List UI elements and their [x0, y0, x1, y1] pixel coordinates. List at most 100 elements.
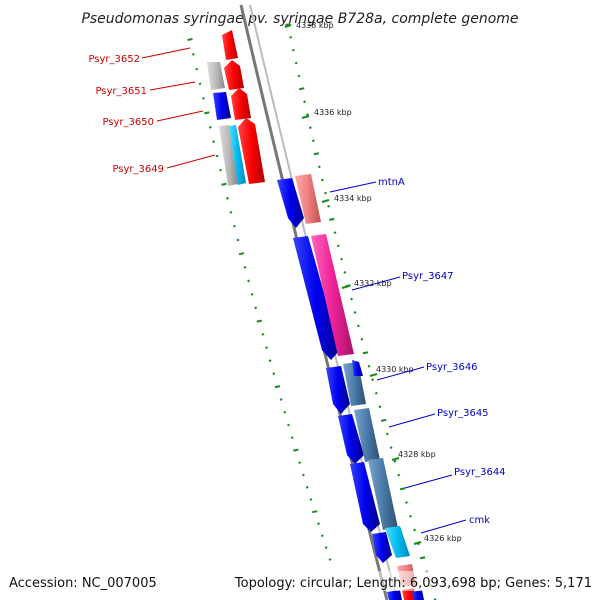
tick-label: 4328 kbp: [398, 450, 436, 459]
ring-dot: [393, 459, 397, 463]
gene-arrow-red[interactable]: [224, 60, 244, 90]
ring-dot: [221, 182, 227, 186]
ring-dot: [417, 542, 420, 546]
ring-dot: [397, 473, 401, 477]
gene-arrow-salmon[interactable]: [295, 174, 321, 224]
gene-arrow-blue[interactable]: [372, 532, 392, 563]
ring-dot: [198, 82, 202, 86]
ring-dot: [336, 244, 340, 248]
gene-arrow-grey[interactable]: [207, 62, 225, 90]
gene-arrow-cyan[interactable]: [385, 526, 410, 558]
ring-dot: [201, 96, 205, 100]
gene-arrow-steel[interactable]: [343, 362, 366, 406]
gene-label-psyr-3652[interactable]: Psyr_3652: [88, 54, 140, 65]
gene-label-mtna[interactable]: mtnA: [378, 177, 405, 188]
tick-label: 4336 kbp: [314, 108, 352, 117]
ring-dot: [317, 522, 320, 526]
ring-dot: [308, 126, 312, 130]
gene-arrow-red[interactable]: [238, 118, 265, 184]
footer-backdrop: [0, 571, 600, 591]
ring-dot: [293, 448, 299, 452]
ring-dot: [291, 48, 295, 52]
gene-arrow-blue[interactable]: [338, 414, 364, 464]
gene-arrow-blue[interactable]: [277, 178, 304, 228]
gene-arrow-blue[interactable]: [350, 462, 380, 532]
gene-label-psyr-3649[interactable]: Psyr_3649: [112, 164, 164, 175]
ring-dot: [204, 111, 210, 115]
ring-dot: [290, 436, 294, 440]
gene-arrow-grey[interactable]: [219, 125, 238, 186]
ring-dot: [399, 487, 406, 491]
ring-dot: [353, 311, 357, 314]
gene-arrow-blue[interactable]: [352, 360, 363, 376]
ring-dot: [294, 61, 298, 65]
ring-dot: [256, 319, 262, 323]
ring-dot: [229, 210, 233, 214]
ring-dot: [299, 87, 305, 91]
ring-dot: [301, 473, 305, 477]
gene-label-psyr-3646[interactable]: Psyr_3646: [426, 362, 478, 373]
ring-dot: [268, 359, 272, 363]
ring-dot: [367, 364, 371, 368]
ring-dot: [191, 52, 195, 56]
ring-dot: [333, 231, 337, 235]
ring-dot: [328, 558, 332, 561]
genome-title: Pseudomonas syringae pv. syringae B728a,…: [81, 11, 518, 27]
ring-dot: [409, 514, 412, 518]
ring-dot: [327, 204, 331, 208]
ring-dot: [309, 498, 313, 501]
ring-dot: [305, 113, 309, 117]
gene-arrow-blue[interactable]: [326, 366, 350, 414]
ring-dot: [232, 224, 236, 228]
ring-dot: [389, 446, 393, 450]
gene-arrow-steel[interactable]: [354, 408, 380, 462]
gene-arrow-blue[interactable]: [412, 590, 424, 600]
gene-label-psyr-3647[interactable]: Psyr_3647: [402, 271, 454, 282]
forward-gene-labels: mtnA Psyr_3647 Psyr_3646 Psyr_3645 Psyr_…: [329, 177, 506, 534]
ring-dot: [311, 139, 315, 143]
ring-dot: [212, 140, 216, 144]
reverse-gene-labels: Psyr_3652 Psyr_3651 Psyr_3650 Psyr_3649: [88, 47, 216, 175]
scale-ticks: 4338 kbp 4336 kbp 4334 kbp 4332 kbp 4330…: [284, 21, 462, 545]
ring-dot: [380, 418, 387, 422]
ring-dot: [350, 297, 353, 301]
ring-dot: [312, 510, 318, 514]
ring-dot: [195, 67, 199, 71]
gene-label-psyr-3650[interactable]: Psyr_3650: [102, 117, 154, 128]
ring-dot: [360, 337, 364, 341]
gene-arrow-blue[interactable]: [387, 590, 402, 600]
ring-dot: [343, 271, 347, 274]
tick-label: 4334 kbp: [334, 194, 372, 203]
ring-dot: [419, 556, 426, 560]
ring-dot: [236, 238, 240, 242]
tick-label: 4332 kbp: [354, 279, 392, 288]
gene-label-psyr-3645[interactable]: Psyr_3645: [437, 408, 489, 419]
ring-dot: [243, 265, 247, 269]
ring-dot: [261, 333, 265, 336]
ring-dot: [287, 423, 290, 427]
accession-text: Accession: NC_007005: [9, 576, 157, 591]
gene-arrow-blue[interactable]: [293, 236, 340, 360]
gene-label-psyr-3644[interactable]: Psyr_3644: [454, 467, 506, 478]
ring-dot: [250, 293, 254, 296]
gene-arrow-red[interactable]: [231, 88, 251, 120]
ring-dot: [215, 154, 219, 158]
gene-arrow-blue[interactable]: [213, 92, 231, 120]
gene-label-cmk[interactable]: cmk: [469, 515, 490, 526]
ring-dot: [362, 351, 369, 355]
gene-arrow-cyan[interactable]: [229, 125, 246, 185]
ring-dot: [374, 391, 378, 395]
gene-arrow-red[interactable]: [222, 30, 238, 60]
ring-dot: [385, 432, 389, 436]
gene-arrow-pink[interactable]: [311, 234, 354, 356]
gene-arrow-steel[interactable]: [368, 458, 398, 530]
gene-label-psyr-3651[interactable]: Psyr_3651: [95, 86, 147, 97]
ring-dot: [324, 546, 328, 550]
tick-label: 4330 kbp: [376, 365, 414, 374]
ring-dot: [238, 252, 245, 256]
ring-dot: [303, 100, 306, 104]
ring-dot: [298, 461, 302, 465]
ring-dot: [272, 372, 276, 376]
ring-dot: [187, 38, 193, 41]
